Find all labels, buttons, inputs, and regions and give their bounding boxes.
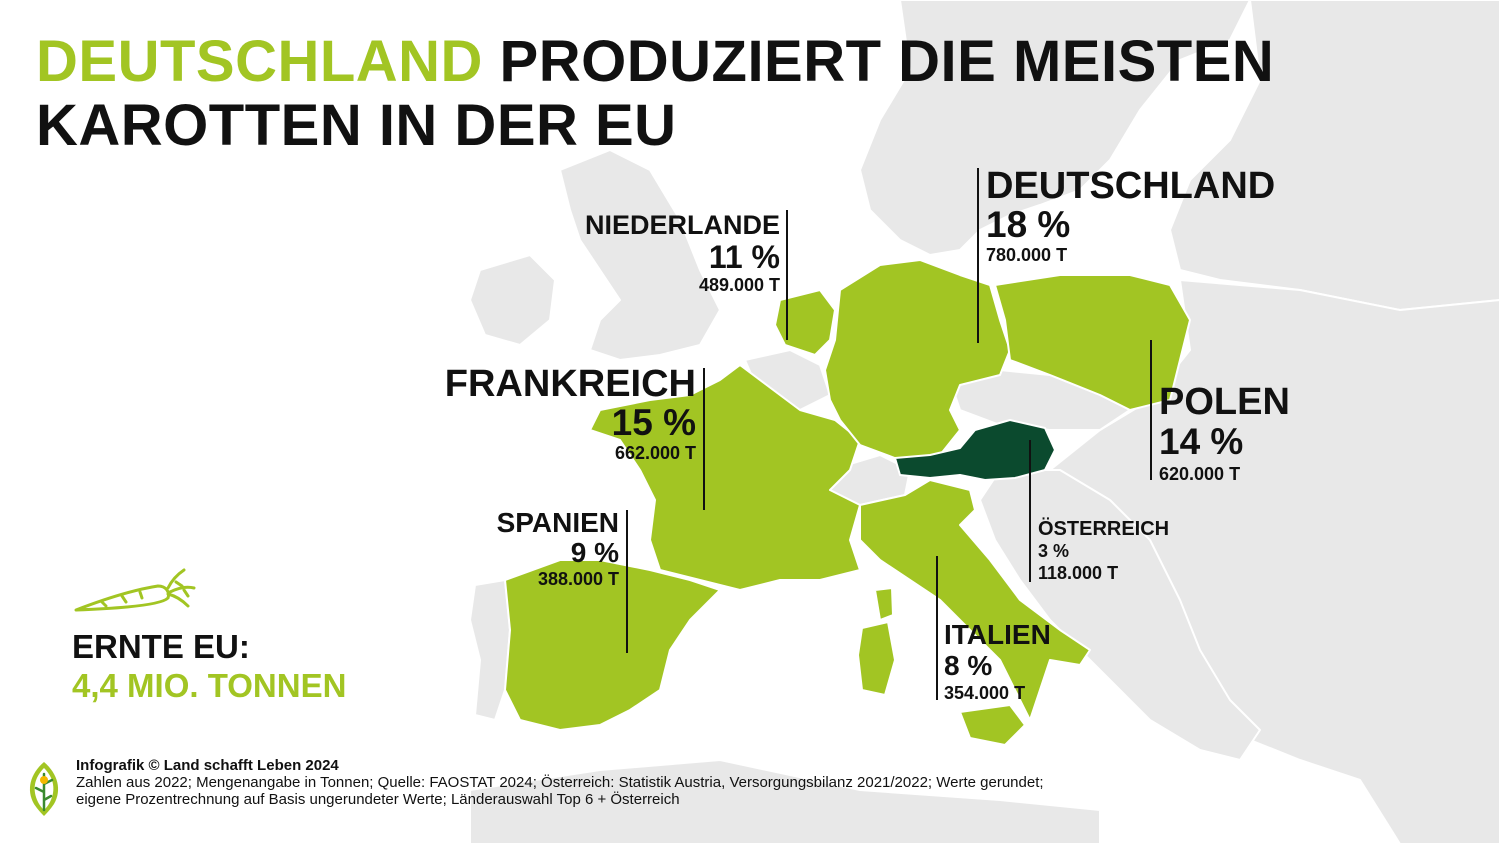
uk-shape	[559, 149, 721, 361]
title-line1-rest: PRODUZIERT DIE MEISTEN	[482, 29, 1275, 94]
country-share: 18 %	[986, 204, 1071, 245]
label-italien: ITALIEN 8 % 354.000 T	[944, 620, 1051, 704]
country-tonnes: 620.000 T	[1159, 464, 1241, 484]
country-name: ÖSTERREICH	[1038, 518, 1170, 540]
label-niederlande: NIEDERLANDE 11 % 489.000 T	[585, 210, 780, 296]
leaf-logo-icon	[29, 762, 59, 816]
corsica-shape	[874, 587, 894, 621]
leader-line-italien	[936, 556, 938, 700]
country-tonnes: 780.000 T	[986, 245, 1068, 265]
harvest-total: ERNTE EU: 4,4 MIO. TONNEN	[72, 628, 346, 706]
harvest-value: 4,4 MIO. TONNEN	[72, 667, 347, 704]
leader-line-polen	[1150, 340, 1152, 480]
leader-line-spanien	[626, 510, 628, 653]
poland-shape	[994, 274, 1191, 411]
country-tonnes: 354.000 T	[944, 683, 1026, 703]
title-highlight: DEUTSCHLAND	[36, 29, 483, 94]
country-name: POLEN	[1159, 381, 1290, 423]
balkans-shape	[979, 469, 1261, 761]
germany-shape	[824, 259, 1011, 461]
sicily-shape	[959, 704, 1026, 746]
czech-shape	[949, 369, 1131, 431]
leader-line-deutschland	[977, 168, 979, 343]
italy-shape	[859, 479, 1091, 721]
label-spanien: SPANIEN 9 % 388.000 T	[497, 508, 619, 590]
title-line2: KAROTTEN IN DER EU	[36, 93, 677, 158]
leader-line-oesterreich	[1029, 440, 1031, 582]
carrot-icon	[74, 568, 196, 612]
country-share: 11 %	[708, 239, 780, 275]
africa-shape	[469, 759, 1101, 844]
footer-source: Infografik © Land schafft Leben 2024 Zah…	[76, 757, 1044, 808]
austria-shape	[894, 419, 1056, 481]
label-polen: POLEN 14 % 620.000 T	[1159, 382, 1290, 486]
leader-line-frankreich	[703, 368, 705, 510]
finland-baltic-shape	[1169, 0, 1500, 311]
country-share: 3 %	[1038, 541, 1070, 561]
label-oesterreich: ÖSTERREICH 3 % 118.000 T	[1038, 518, 1169, 584]
page-title: DEUTSCHLAND PRODUZIERT DIE MEISTEN KAROT…	[36, 30, 1274, 158]
country-share: 15 %	[611, 402, 696, 443]
spain-shape	[504, 559, 721, 731]
country-name: DEUTSCHLAND	[986, 165, 1276, 207]
sardinia-shape	[857, 621, 896, 696]
country-name: ITALIEN	[944, 619, 1051, 650]
france-shape	[589, 364, 861, 591]
producer-countries	[504, 259, 1191, 746]
country-tonnes: 388.000 T	[537, 569, 619, 589]
country-tonnes: 489.000 T	[698, 275, 780, 295]
label-frankreich: FRANKREICH 15 % 662.000 T	[445, 364, 696, 464]
country-tonnes: 662.000 T	[614, 443, 696, 463]
country-share: 9 %	[570, 537, 619, 568]
ireland-shape	[469, 254, 556, 346]
country-tonnes: 118.000 T	[1038, 563, 1119, 583]
netherlands-shape	[774, 289, 836, 356]
footer-source-line2: eigene Prozentrechnung auf Basis ungerun…	[76, 791, 680, 808]
portugal-shape	[469, 579, 511, 721]
footer-credit: Infografik © Land schafft Leben 2024	[76, 757, 339, 774]
label-deutschland: DEUTSCHLAND 18 % 780.000 T	[986, 166, 1275, 266]
country-share: 14 %	[1159, 421, 1244, 462]
country-name: SPANIEN	[496, 507, 619, 538]
leader-line-niederlande	[786, 210, 788, 340]
country-name: NIEDERLANDE	[584, 210, 780, 240]
country-name: FRANKREICH	[444, 363, 696, 405]
scandinavia-shape	[859, 0, 1251, 256]
country-share: 8 %	[944, 650, 993, 681]
footer-source-line1: Zahlen aus 2022; Mengenangabe in Tonnen;…	[76, 774, 1044, 791]
harvest-label: ERNTE EU:	[72, 628, 250, 665]
background-land	[469, 0, 1500, 844]
